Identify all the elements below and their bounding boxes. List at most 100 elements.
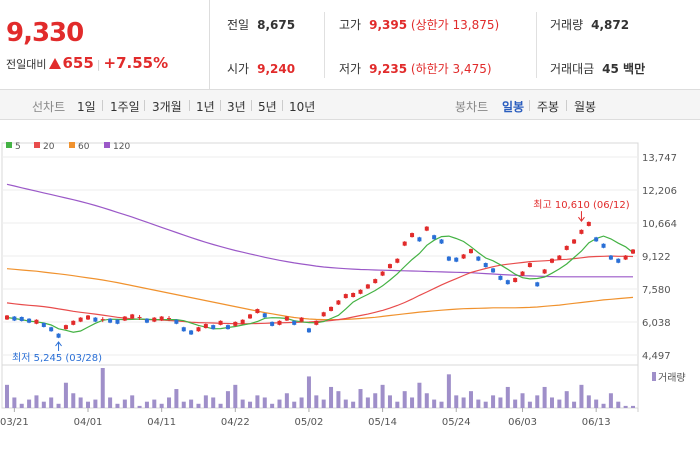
volume-bar xyxy=(49,397,54,408)
volume-bar xyxy=(461,397,466,408)
candle xyxy=(27,318,32,323)
volume-bar xyxy=(498,397,503,408)
tab-line-1w[interactable]: 1주일 xyxy=(110,100,140,114)
volume-bar xyxy=(373,393,378,408)
x-tick-label: 04/22 xyxy=(221,417,250,428)
candle xyxy=(255,309,260,314)
lower-limit: (하한가 3,475) xyxy=(410,62,492,76)
info-grid: 전일 8,675 고가 9,395 (상한가 13,875) 거래량 4,872 시가… xyxy=(211,0,700,90)
tab-line-3y[interactable]: 3년 xyxy=(227,100,246,114)
volume-bar xyxy=(579,384,584,408)
candle xyxy=(424,226,429,231)
candle xyxy=(262,313,267,318)
candle xyxy=(594,237,599,242)
volume-bar xyxy=(557,399,562,408)
candle xyxy=(284,316,289,321)
volume-bar xyxy=(306,376,311,408)
candle xyxy=(240,319,245,324)
volume-bar xyxy=(78,397,83,408)
volume-bar xyxy=(594,399,599,408)
volume-bar xyxy=(549,397,554,408)
volume-bar xyxy=(358,389,363,408)
candle xyxy=(343,294,348,299)
divider xyxy=(529,100,530,111)
volume-bar xyxy=(402,391,407,408)
volume-bar xyxy=(167,397,172,408)
x-tick-label: 05/14 xyxy=(368,417,397,428)
upper-limit: (상한가 13,875) xyxy=(410,18,500,32)
divider xyxy=(566,100,567,111)
legend-swatch xyxy=(69,142,75,148)
volume-bar xyxy=(34,395,39,408)
candle xyxy=(439,239,444,244)
line-chart-label: 선차트 xyxy=(32,100,66,114)
candle xyxy=(336,300,341,305)
volume-bar xyxy=(12,397,17,408)
volume-bar xyxy=(432,399,437,408)
candle xyxy=(196,327,201,332)
max-arrowhead xyxy=(578,216,585,222)
low-label: 저가 xyxy=(339,62,362,76)
tab-candle-monthly[interactable]: 월봉 xyxy=(574,100,597,114)
volume-bar xyxy=(343,399,348,408)
volume-bar xyxy=(240,399,245,408)
legend-swatch xyxy=(34,142,40,148)
candle xyxy=(564,245,569,250)
amount-cell: 거래대금 45 백만 xyxy=(550,60,645,77)
legend-label: 20 xyxy=(43,142,55,152)
legend-label: 5 xyxy=(15,142,21,152)
legend-label: 120 xyxy=(113,142,130,152)
tab-candle-daily[interactable]: 일봉 xyxy=(502,100,525,114)
candle xyxy=(49,327,54,332)
candle xyxy=(586,221,591,226)
divider: | xyxy=(96,58,101,71)
volume-value: 4,872 xyxy=(591,18,630,32)
prev-close-label: 전일 xyxy=(227,18,250,32)
ma20-line xyxy=(6,255,634,325)
volume-bar xyxy=(601,403,606,408)
candle xyxy=(468,249,473,254)
candle xyxy=(365,284,370,289)
volume-bar xyxy=(439,401,444,408)
volume-bar xyxy=(314,395,319,408)
volume-bar xyxy=(93,399,98,408)
volume-bar xyxy=(424,393,429,408)
volume-bar xyxy=(270,403,275,408)
candle xyxy=(395,258,400,263)
tab-line-1d[interactable]: 1일 xyxy=(77,100,96,114)
plot-frame xyxy=(1,142,639,409)
period-tabbar: 선차트 1일 1주일 3개월 1년 3년 5년 10년 봉차트 일봉 주봉 월봉 xyxy=(0,90,700,120)
change-label: 전일대비 xyxy=(6,58,47,71)
amount-label: 거래대금 xyxy=(550,62,595,76)
tab-line-1y[interactable]: 1년 xyxy=(196,100,215,114)
volume-bar xyxy=(572,401,577,408)
candle xyxy=(108,318,113,323)
low-cell: 저가 9,235 (하한가 3,475) xyxy=(339,60,492,77)
volume-bar xyxy=(189,399,194,408)
candle xyxy=(351,293,356,298)
tab-candle-weekly[interactable]: 주봉 xyxy=(537,100,560,114)
volume-bar xyxy=(203,395,208,408)
volume-bar xyxy=(483,401,488,408)
candle xyxy=(137,316,142,318)
volume-bar xyxy=(248,401,253,408)
volume-bar xyxy=(218,403,223,408)
volume-bar xyxy=(336,391,341,408)
candle xyxy=(476,256,481,261)
candle xyxy=(211,325,216,330)
candle xyxy=(321,312,326,317)
tab-line-3m[interactable]: 3개월 xyxy=(152,100,182,114)
divider xyxy=(220,100,221,111)
volume-bar xyxy=(233,384,238,408)
high-label: 고가 xyxy=(339,18,362,32)
tab-line-10y[interactable]: 10년 xyxy=(289,100,316,114)
candle xyxy=(270,321,275,326)
candle xyxy=(71,320,76,325)
volume-bar xyxy=(41,401,46,408)
price-chart[interactable]: 13,747 12,206 10,664 9,122 7,580 6,038 4,497 03… xyxy=(0,120,700,450)
prev-close-cell: 전일 8,675 xyxy=(227,16,295,33)
y-tick-label: 13,747 xyxy=(642,153,677,164)
tab-line-5y[interactable]: 5년 xyxy=(258,100,277,114)
candle xyxy=(292,320,297,325)
volume-bar xyxy=(225,391,230,408)
